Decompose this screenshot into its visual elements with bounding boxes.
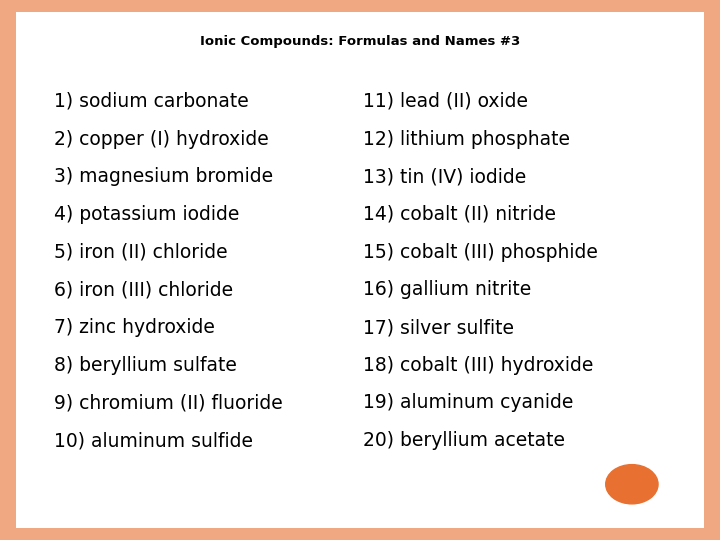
Text: 4) potassium iodide: 4) potassium iodide bbox=[54, 205, 239, 224]
Text: 13) tin (IV) iodide: 13) tin (IV) iodide bbox=[364, 167, 527, 186]
Text: 19) aluminum cyanide: 19) aluminum cyanide bbox=[364, 393, 574, 413]
Text: 10) aluminum sulfide: 10) aluminum sulfide bbox=[54, 431, 253, 450]
Text: 3) magnesium bromide: 3) magnesium bromide bbox=[54, 167, 273, 186]
Text: 20) beryllium acetate: 20) beryllium acetate bbox=[364, 431, 565, 450]
Text: 16) gallium nitrite: 16) gallium nitrite bbox=[364, 280, 531, 299]
Text: 2) copper (I) hydroxide: 2) copper (I) hydroxide bbox=[54, 130, 269, 148]
Text: 12) lithium phosphate: 12) lithium phosphate bbox=[364, 130, 570, 148]
Text: 8) beryllium sulfate: 8) beryllium sulfate bbox=[54, 356, 237, 375]
Text: 15) cobalt (III) phosphide: 15) cobalt (III) phosphide bbox=[364, 242, 598, 262]
Text: 17) silver sulfite: 17) silver sulfite bbox=[364, 318, 515, 337]
Text: 14) cobalt (II) nitride: 14) cobalt (II) nitride bbox=[364, 205, 557, 224]
Text: 6) iron (III) chloride: 6) iron (III) chloride bbox=[54, 280, 233, 299]
Text: 18) cobalt (III) hydroxide: 18) cobalt (III) hydroxide bbox=[364, 356, 594, 375]
Circle shape bbox=[606, 464, 658, 504]
Text: 11) lead (II) oxide: 11) lead (II) oxide bbox=[364, 92, 528, 111]
Text: Ionic Compounds: Formulas and Names #3: Ionic Compounds: Formulas and Names #3 bbox=[200, 35, 520, 48]
Text: 9) chromium (II) fluoride: 9) chromium (II) fluoride bbox=[54, 393, 282, 413]
Text: 7) zinc hydroxide: 7) zinc hydroxide bbox=[54, 318, 215, 337]
Text: 5) iron (II) chloride: 5) iron (II) chloride bbox=[54, 242, 228, 262]
Text: 1) sodium carbonate: 1) sodium carbonate bbox=[54, 92, 248, 111]
